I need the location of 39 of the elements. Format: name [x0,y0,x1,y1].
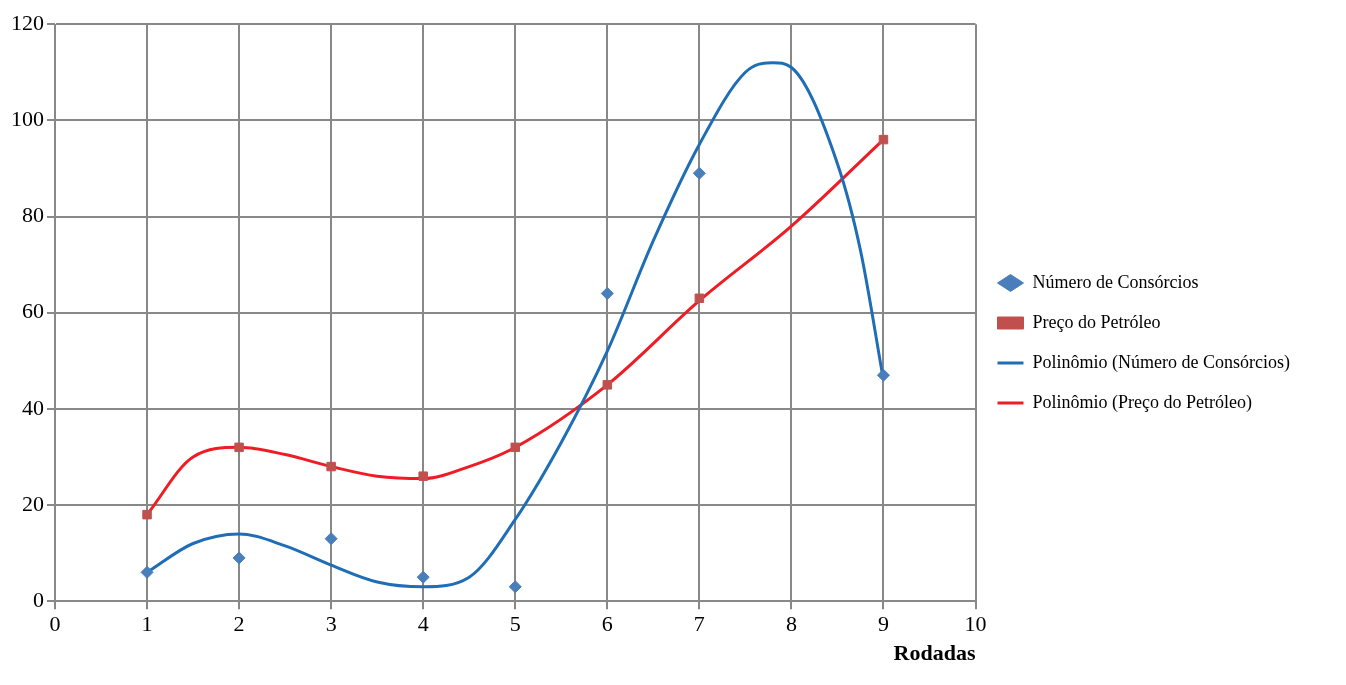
point [326,461,336,472]
x-tick-label: 2 [233,611,245,637]
legend-label: Polinômio (Número de Consórcios) [1032,351,1290,373]
legend-label: Número de Consórcios [1032,271,1199,292]
point [694,293,705,304]
point [600,286,614,300]
point [508,580,522,594]
legend-label: Preço do Petróleo [1032,311,1161,332]
point [234,442,244,453]
x-tick-label: 9 [877,611,889,637]
x-tick-label: 3 [325,611,337,637]
y-tick-label: 120 [11,9,44,35]
x-tick-label: 7 [693,611,705,637]
point [140,565,154,579]
point [876,368,890,382]
y-tick-label: 40 [22,394,44,420]
point [418,471,428,481]
legend-label: Polinômio (Preço do Petróleo) [1032,391,1252,413]
x-tick-label: 0 [49,611,61,637]
point [142,509,152,520]
point [232,551,246,565]
x-tick-label: 10 [964,611,987,637]
point [878,134,889,145]
x-tick-label: 4 [417,611,429,637]
y-tick-label: 100 [11,106,44,132]
y-tick-label: 80 [22,202,44,228]
point [692,166,706,180]
x-tick-label: 1 [141,611,153,637]
point [324,532,338,546]
y-tick-label: 60 [22,298,44,324]
y-tick-label: 0 [33,586,44,612]
x-tick-label: 8 [785,611,797,637]
point [416,570,430,584]
y-tick-label: 20 [22,490,44,516]
point [510,442,520,453]
x-tick-label: 5 [509,611,521,637]
point [602,380,613,390]
x-tick-label: 6 [601,611,613,637]
x-axis-title: Rodadas [893,640,976,666]
